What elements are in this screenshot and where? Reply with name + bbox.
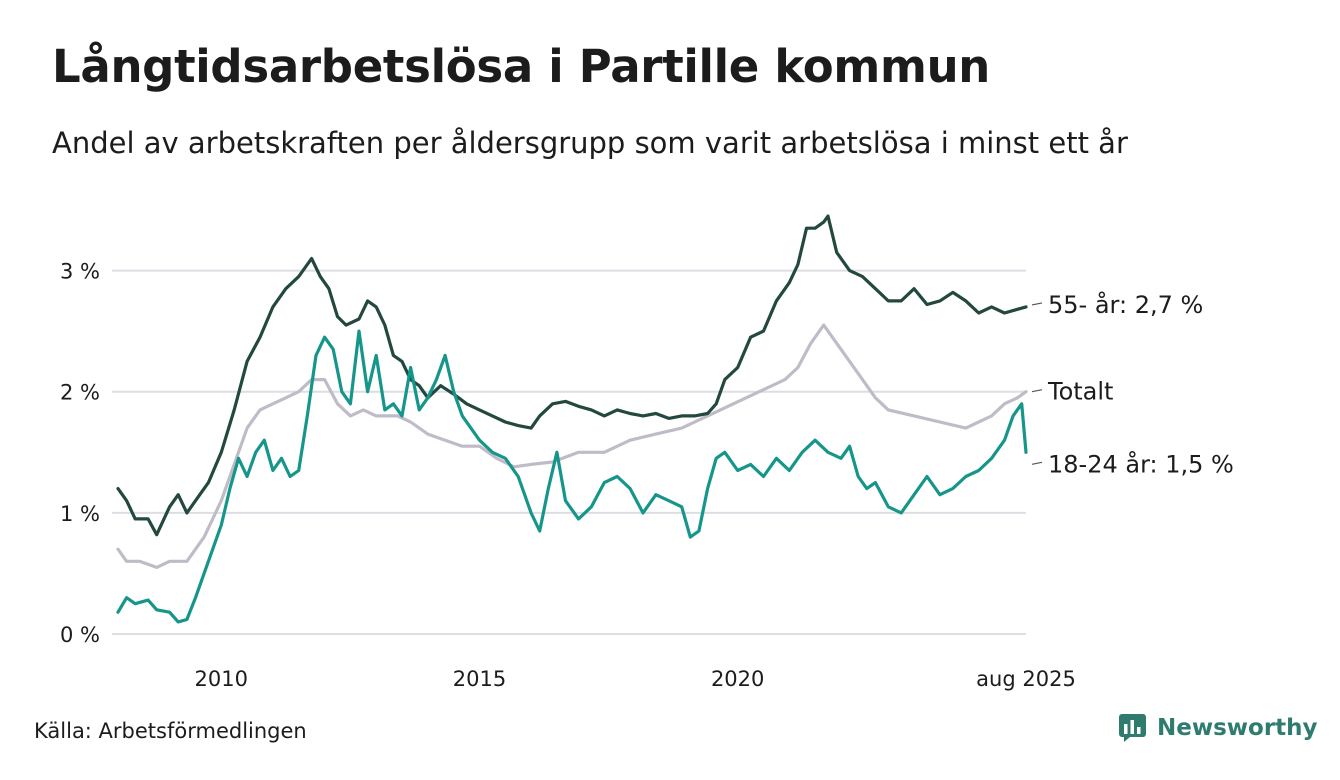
y-axis-ticks: 0 % 1 % 2 % 3 % [60,260,100,647]
y-tick-label: 2 % [60,381,100,405]
label-connector [1031,389,1043,393]
brand-logo[interactable]: Newsworthy [1118,713,1318,743]
gridlines [112,269,1026,635]
x-axis-ticks: 2010 2015 2020 aug 2025 [195,667,1076,691]
series-end-label: 18-24 år: 1,5 % [1048,449,1234,478]
label-connector [1031,461,1043,465]
series-end-label: Totalt [1047,378,1113,406]
y-tick-label: 3 % [60,260,100,284]
y-tick-label: 0 % [60,623,100,647]
series-line-totalt [116,323,1028,569]
source-note: Källa: Arbetsförmedlingen [34,719,307,743]
label-connector [1031,302,1043,306]
x-tick-label: 2010 [195,667,248,691]
x-tick-label: aug 2025 [976,667,1076,691]
series-end-label: 55- år: 2,7 % [1048,290,1203,319]
x-tick-label: 2015 [453,667,506,691]
series-line-55-r [116,214,1028,537]
series-line-18-24-r [116,329,1028,624]
brand-name: Newsworthy [1157,715,1318,741]
chart-subtitle: Andel av arbetskraften per åldersgrupp s… [52,126,1128,160]
newsworthy-logo-icon [1119,714,1146,742]
x-tick-label: 2020 [711,667,764,691]
chart-title: Långtidsarbetslösa i Partille kommun [52,40,991,93]
series-lines [116,214,1028,624]
y-tick-label: 1 % [60,502,100,526]
end-labels: 55- år: 2,7 % Totalt 18-24 år: 1,5 % [1031,290,1234,478]
